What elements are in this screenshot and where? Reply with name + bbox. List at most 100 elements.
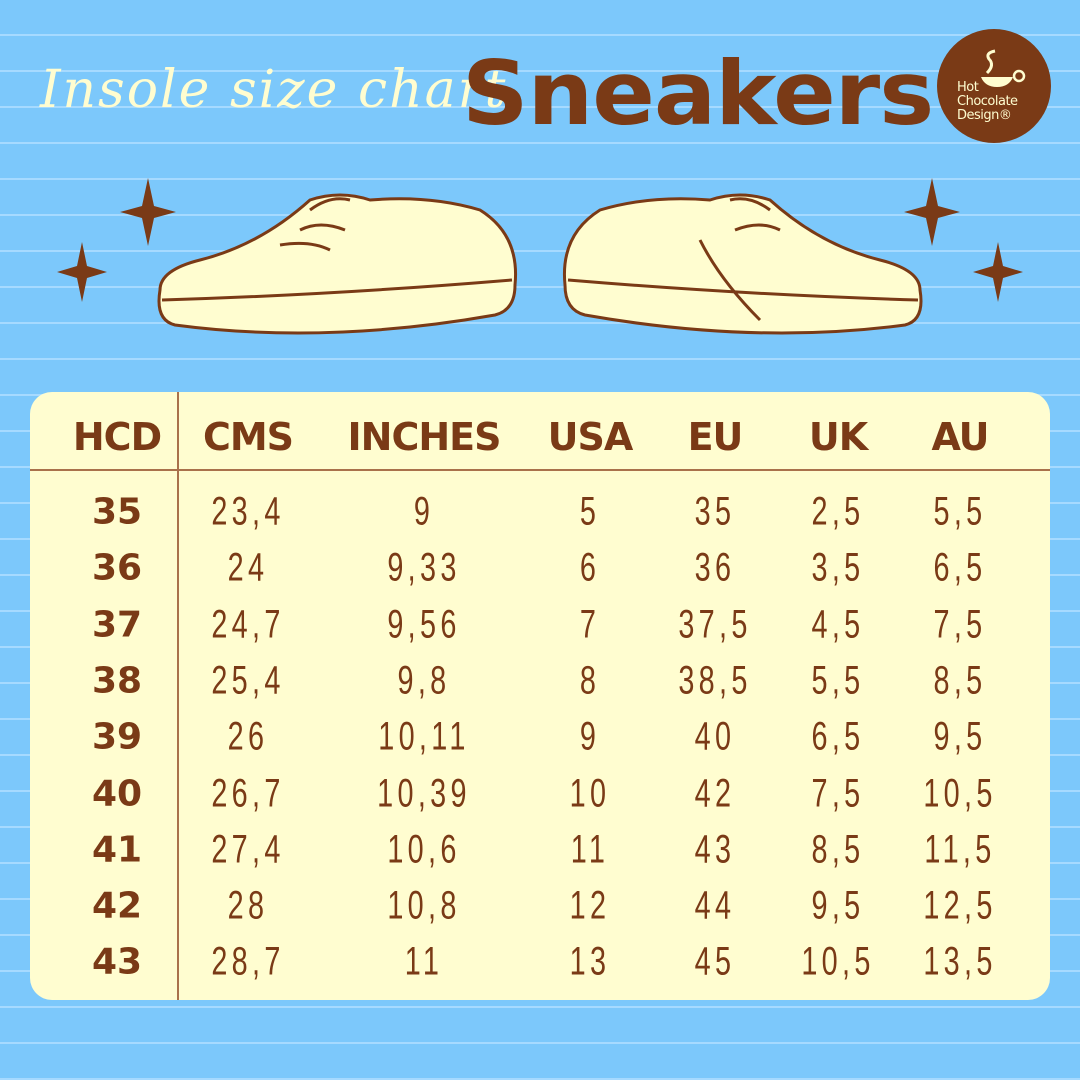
table-cell: 13,5 bbox=[909, 940, 1011, 985]
cell-value: 9,5 bbox=[811, 883, 865, 928]
column-header-inches: INCHES bbox=[347, 415, 502, 459]
table-cell: 7,5 bbox=[923, 602, 997, 647]
table-cell: 9,33 bbox=[373, 546, 475, 591]
table-cell: 5,5 bbox=[923, 490, 997, 535]
table-cell: 10,5 bbox=[787, 940, 889, 985]
cell-value: 28 bbox=[227, 883, 269, 928]
star-icon bbox=[120, 178, 176, 246]
cell-value: 13 bbox=[569, 939, 611, 984]
table-cell: 28 bbox=[220, 884, 277, 929]
cell-value: 4,5 bbox=[811, 602, 865, 647]
cup-icon bbox=[981, 49, 1026, 87]
table-cell: 2,5 bbox=[801, 490, 875, 535]
table-cell: 24,7 bbox=[197, 602, 299, 647]
table-cell: 45 bbox=[687, 940, 744, 985]
table-cell: 9,5 bbox=[923, 715, 997, 760]
table-cell: 11,5 bbox=[911, 827, 1010, 872]
table-cell: 10,8 bbox=[373, 884, 475, 929]
row-size-label: 42 bbox=[91, 885, 143, 927]
cell-value: 9,5 bbox=[933, 714, 987, 759]
table-cell: 10,5 bbox=[909, 771, 1011, 816]
table-cell: 43 bbox=[687, 827, 744, 872]
table-cell: 4,5 bbox=[801, 602, 875, 647]
table-cell: 37,5 bbox=[664, 602, 766, 647]
row-size-label: 36 bbox=[91, 547, 143, 589]
size-table: HCD CMS INCHES USA EU UK AU 35 23,4 9 5 35 2,5 5,5 36 2… bbox=[30, 392, 1050, 1000]
row-size-label: 39 bbox=[91, 716, 143, 758]
cell-value: 12,5 bbox=[923, 883, 997, 928]
cell-value: 11,5 bbox=[924, 827, 996, 872]
cell-value: 3,5 bbox=[811, 545, 865, 590]
right-shoe-icon bbox=[562, 193, 923, 335]
cell-value: 6,5 bbox=[811, 714, 865, 759]
column-header-au: AU bbox=[931, 415, 989, 459]
header-divider bbox=[30, 469, 1050, 471]
row-size-label: 35 bbox=[91, 491, 143, 533]
table-cell: 11 bbox=[397, 940, 451, 985]
cell-value: 8,5 bbox=[811, 827, 865, 872]
table-cell: 10 bbox=[562, 771, 619, 816]
cell-value: 36 bbox=[694, 545, 736, 590]
cell-value: 8,5 bbox=[933, 658, 987, 703]
cell-value: 43 bbox=[694, 827, 736, 872]
logo-text-line: Design® bbox=[957, 108, 1012, 123]
cell-value: 40 bbox=[694, 714, 736, 759]
table-cell: 12 bbox=[562, 884, 619, 929]
cell-value: 24,7 bbox=[211, 602, 285, 647]
column-header-uk: UK bbox=[808, 415, 868, 459]
row-size-label: 37 bbox=[91, 604, 143, 646]
cell-value: 10,5 bbox=[923, 771, 997, 815]
cell-value: 2,5 bbox=[811, 489, 865, 534]
table-cell: 10,6 bbox=[373, 827, 475, 872]
cell-value: 11 bbox=[404, 939, 444, 984]
table-cell: 9,8 bbox=[387, 658, 461, 703]
table-cell: 5 bbox=[576, 490, 604, 535]
cell-value: 28,7 bbox=[211, 939, 285, 984]
cell-value: 7,5 bbox=[933, 602, 987, 647]
table-cell: 35 bbox=[687, 490, 744, 535]
logo-text-line: Chocolate bbox=[957, 94, 1018, 109]
cell-value: 27,4 bbox=[211, 827, 285, 872]
cell-value: 12 bbox=[569, 883, 611, 928]
cell-value: 8 bbox=[579, 658, 601, 703]
cell-value: 23,4 bbox=[211, 489, 285, 534]
cell-value: 25,4 bbox=[211, 658, 285, 703]
page-title: Sneakers bbox=[462, 42, 934, 145]
cell-value: 24 bbox=[227, 545, 269, 590]
table-cell: 10,39 bbox=[359, 771, 489, 816]
table-cell: 44 bbox=[687, 884, 744, 929]
table-cell: 26,7 bbox=[197, 771, 299, 816]
cell-value: 10,6 bbox=[387, 827, 461, 872]
column-divider bbox=[177, 392, 179, 1000]
row-size-label: 41 bbox=[91, 829, 143, 871]
cell-value: 9,8 bbox=[397, 658, 451, 703]
table-cell: 9 bbox=[576, 715, 604, 760]
column-header-cms: CMS bbox=[202, 415, 294, 459]
cell-value: 10 bbox=[569, 771, 611, 815]
table-cell: 12,5 bbox=[909, 884, 1011, 929]
column-header-eu: EU bbox=[687, 415, 744, 459]
table-cell: 27,4 bbox=[197, 827, 299, 872]
table-cell: 23,4 bbox=[197, 490, 299, 535]
table-cell: 10,11 bbox=[360, 715, 487, 760]
row-size-label: 38 bbox=[91, 660, 143, 702]
star-icon bbox=[973, 242, 1023, 302]
table-cell: 36 bbox=[687, 546, 744, 591]
cell-value: 7,5 bbox=[811, 771, 865, 815]
cell-value: 5,5 bbox=[811, 658, 865, 703]
cell-value: 6,5 bbox=[933, 545, 987, 590]
table-cell: 9,56 bbox=[373, 602, 475, 647]
cell-value: 45 bbox=[694, 939, 736, 984]
cell-value: 10,11 bbox=[378, 714, 470, 759]
table-cell: 9,5 bbox=[801, 884, 875, 929]
table-cell: 13 bbox=[562, 940, 619, 985]
cell-value: 42 bbox=[694, 771, 736, 815]
row-size-label: 40 bbox=[91, 773, 143, 814]
table-cell: 24 bbox=[220, 546, 277, 591]
cell-value: 44 bbox=[694, 883, 736, 928]
left-shoe-icon bbox=[157, 193, 518, 335]
subtitle: Insole size chart bbox=[40, 60, 508, 120]
brand-logo: Hot Chocolate Design® bbox=[937, 29, 1051, 143]
cell-value: 35 bbox=[694, 489, 736, 534]
table-cell: 7 bbox=[576, 602, 604, 647]
